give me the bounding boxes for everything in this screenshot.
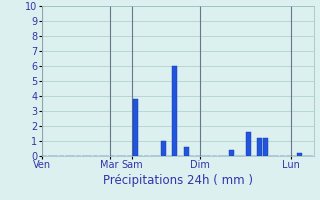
Bar <box>229 150 234 156</box>
Bar <box>184 147 189 156</box>
Bar <box>132 99 138 156</box>
Bar <box>172 66 177 156</box>
X-axis label: Précipitations 24h ( mm ): Précipitations 24h ( mm ) <box>103 174 252 187</box>
Bar <box>263 138 268 156</box>
Bar <box>257 138 262 156</box>
Bar <box>297 153 302 156</box>
Bar <box>246 132 251 156</box>
Bar <box>161 141 166 156</box>
